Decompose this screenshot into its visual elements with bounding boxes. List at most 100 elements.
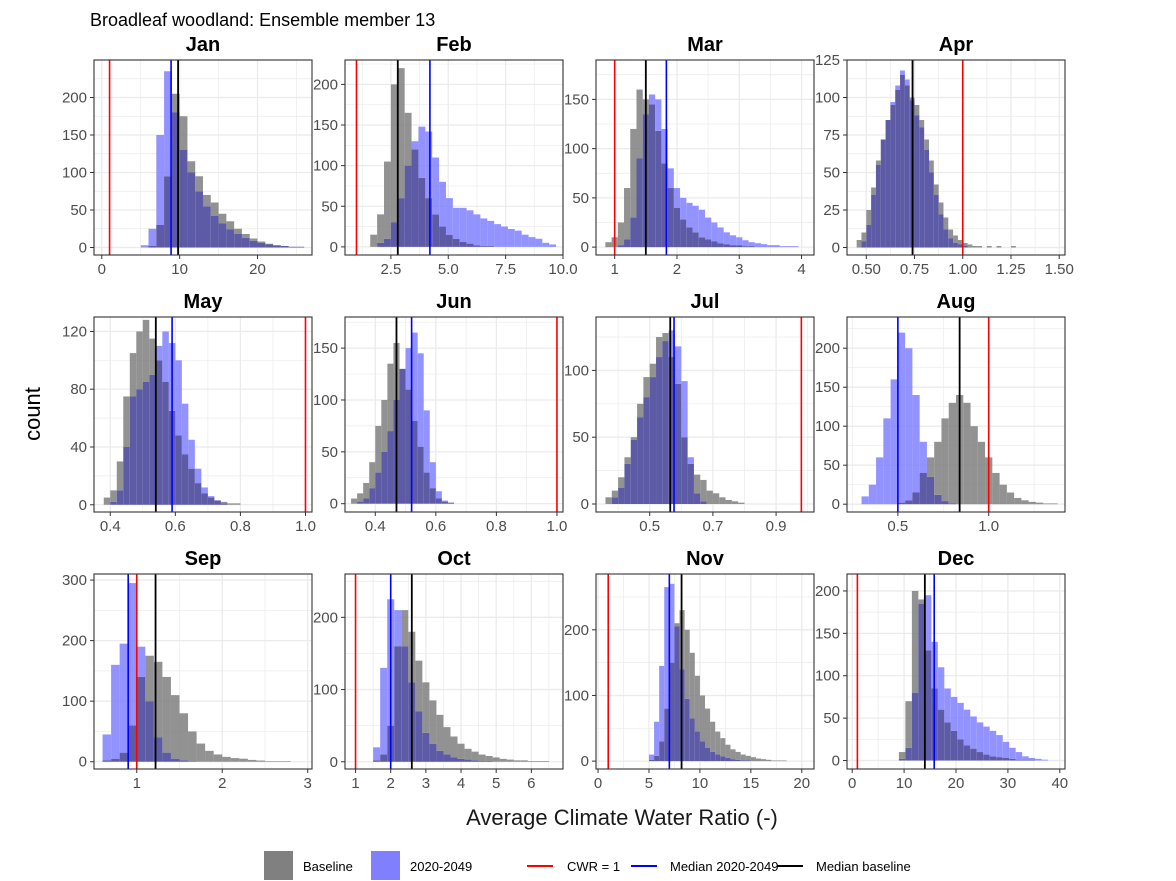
bar-baseline xyxy=(918,599,925,604)
y-tick-label: 100 xyxy=(815,668,840,685)
bar-2020-2049 xyxy=(687,457,694,464)
bar-2020-2049 xyxy=(155,345,163,361)
bar-overlap xyxy=(970,748,977,761)
bar-baseline xyxy=(730,749,736,760)
y-tick-label: 150 xyxy=(313,117,338,134)
bar-baseline xyxy=(1035,502,1044,505)
bar-baseline xyxy=(436,714,444,751)
bar-baseline xyxy=(381,399,388,452)
x-tick-label: 0.50 xyxy=(852,261,881,278)
y-tick-label: 100 xyxy=(815,418,840,435)
x-tick-label: 2 xyxy=(673,261,681,278)
bar-overlap xyxy=(179,150,188,248)
bar-overlap xyxy=(487,246,495,247)
y-tick-label: 200 xyxy=(62,90,87,107)
bar-overlap xyxy=(926,476,935,505)
y-tick-label: 50 xyxy=(572,429,589,446)
bar-2020-2049 xyxy=(648,754,655,760)
y-tick-label: 50 xyxy=(823,457,840,474)
bar-overlap xyxy=(181,454,189,505)
bar-baseline xyxy=(1043,503,1051,505)
bar-baseline xyxy=(705,708,711,748)
bar-baseline xyxy=(928,160,934,173)
y-tick-label: 100 xyxy=(564,687,589,704)
bar-overlap xyxy=(128,725,137,762)
bar-2020-2049 xyxy=(140,245,149,248)
bar-baseline xyxy=(933,184,939,195)
bar-baseline xyxy=(871,187,876,195)
bar-baseline xyxy=(624,188,631,240)
bar-2020-2049 xyxy=(435,491,442,499)
y-tick-label: 200 xyxy=(815,583,840,600)
bar-2020-2049 xyxy=(970,716,977,749)
x-tick-label: 2 xyxy=(387,775,395,792)
x-tick-label: 5 xyxy=(645,775,653,792)
bar-overlap xyxy=(861,241,867,248)
x-tick-label: 10 xyxy=(692,775,709,792)
bar-overlap xyxy=(742,246,749,248)
panel-title: Nov xyxy=(686,548,725,570)
bar-overlap xyxy=(445,234,453,247)
bar-2020-2049 xyxy=(705,217,712,240)
bar-overlap xyxy=(390,222,398,247)
bar-baseline xyxy=(241,234,250,238)
bar-2020-2049 xyxy=(128,583,137,726)
bar-overlap xyxy=(1009,758,1016,761)
bar-overlap xyxy=(450,757,458,762)
bar-overlap xyxy=(866,225,872,248)
bar-overlap xyxy=(466,243,474,247)
bar-overlap xyxy=(436,750,444,762)
bar-baseline xyxy=(938,202,944,215)
bar-2020-2049 xyxy=(937,667,945,710)
bar-baseline xyxy=(1028,501,1036,505)
bar-overlap xyxy=(745,760,751,762)
bar-baseline xyxy=(662,333,669,342)
x-tick-label: 10 xyxy=(896,775,913,792)
bar-2020-2049 xyxy=(944,688,951,723)
y-tick-label: 100 xyxy=(564,362,589,379)
bar-baseline xyxy=(187,161,196,173)
bar-overlap xyxy=(630,217,637,248)
y-tick-label: 0 xyxy=(832,753,840,770)
panel-title: Jul xyxy=(691,291,720,313)
figure-title: Broadleaf woodland: Ensemble member 13 xyxy=(90,10,435,30)
bar-baseline xyxy=(963,402,971,505)
bar-baseline xyxy=(282,761,291,762)
bar-overlap xyxy=(700,501,707,504)
y-tick-label: 0 xyxy=(79,497,87,514)
legend-label: Median 2020-2049 xyxy=(670,859,778,874)
legend-label: Median baseline xyxy=(816,859,911,874)
bar-baseline xyxy=(866,210,872,225)
y-tick-label: 0 xyxy=(832,496,840,513)
y-tick-label: 150 xyxy=(62,127,87,144)
bar-2020-2049 xyxy=(164,71,172,177)
x-tick-label: 4 xyxy=(797,261,805,278)
y-tick-label: 50 xyxy=(321,444,338,461)
bar-baseline xyxy=(404,112,412,166)
panel-sep: Sep 1 2 3 0 100 200 300 xyxy=(62,548,313,792)
bar-overlap xyxy=(195,191,203,248)
y-tick-label: 0 xyxy=(330,754,338,771)
y-tick-label: 0 xyxy=(79,754,87,771)
bar-overlap xyxy=(880,139,886,248)
x-tick-label: 1.50 xyxy=(1045,261,1074,278)
bar-overlap xyxy=(740,760,746,762)
bar-baseline xyxy=(941,418,949,502)
bar-overlap xyxy=(1022,759,1029,761)
bar-2020-2049 xyxy=(528,237,536,247)
bar-overlap xyxy=(194,483,202,505)
bar-overlap xyxy=(207,497,215,505)
bar-baseline xyxy=(948,402,956,504)
bar-overlap xyxy=(636,158,643,248)
bar-baseline xyxy=(771,760,777,762)
y-tick-label: 0 xyxy=(832,240,840,257)
bar-baseline xyxy=(506,759,514,762)
bar-baseline xyxy=(617,222,625,246)
panel-may: May 0.4 0.6 0.8 1.0 0 40 80 120 xyxy=(62,291,316,535)
bar-overlap xyxy=(637,417,644,504)
bar-2020-2049 xyxy=(890,379,898,505)
bar-baseline xyxy=(213,754,223,762)
bar-overlap xyxy=(669,662,675,762)
bar-baseline xyxy=(239,758,248,762)
bar-overlap xyxy=(664,708,670,762)
